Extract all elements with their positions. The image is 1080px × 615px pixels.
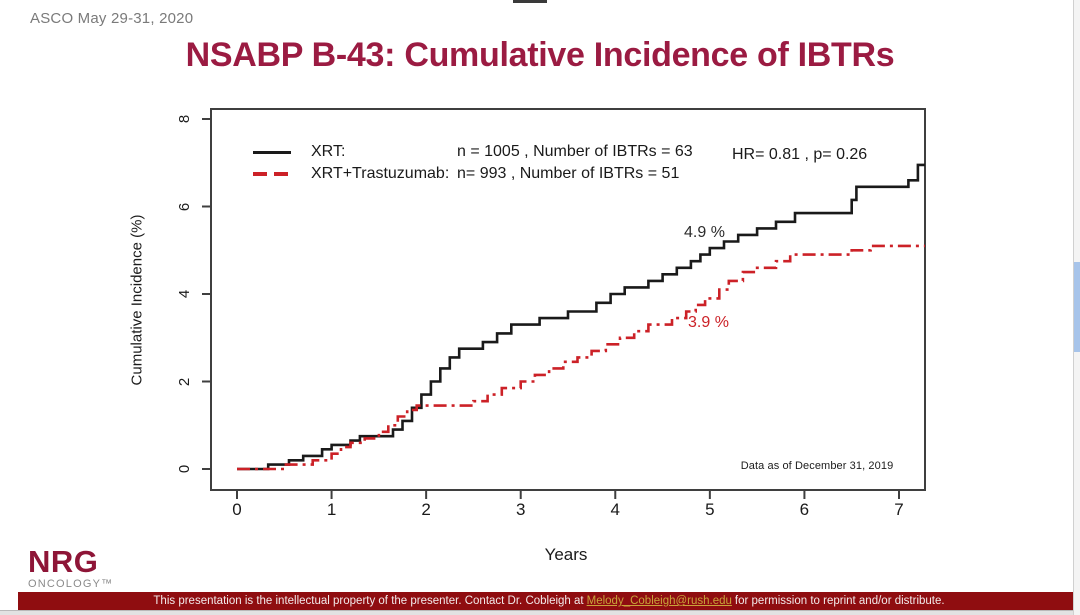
bottom-strip — [0, 610, 1080, 615]
legend-row-xrt: XRT: n = 1005 , Number of IBTRs = 63 — [253, 141, 693, 163]
event-note: ASCO May 29-31, 2020 — [30, 10, 194, 27]
top-edge-mark — [513, 0, 547, 3]
logo-subtitle: ONCOLOGY™ — [28, 578, 114, 590]
data-cutoff-note: Data as of December 31, 2019 — [740, 460, 894, 472]
x-tick-label: 3 — [515, 500, 526, 519]
y-tick-label: 0 — [176, 464, 193, 474]
x-tick-label: 1 — [326, 500, 337, 519]
page-title: NSABP B-43: Cumulative Incidence of IBTR… — [185, 36, 895, 74]
annotation-trastuzumab-percent: 3.9 % — [688, 314, 729, 331]
xrt-trastuzumab-line-sample — [253, 172, 291, 176]
y-tick-label: 6 — [176, 202, 193, 211]
footer-text-after: for permission to reprint and/or distrib… — [734, 595, 945, 607]
annotation-xrt-percent: 4.9 % — [684, 224, 725, 241]
xrt-line-sample — [253, 150, 291, 154]
x-tick-label: 2 — [421, 500, 431, 519]
x-tick-label: 6 — [799, 500, 810, 519]
curve-xrt — [237, 163, 925, 471]
contact-email-link[interactable]: Melody_Cobleigh@rush.edu — [586, 595, 732, 607]
legend-stats: n = 1005 , Number of IBTRs = 63 — [457, 143, 693, 160]
footer-text-before: This presentation is the intellectual pr… — [153, 595, 584, 607]
chart-legend: XRT: n = 1005 , Number of IBTRs = 63 XRT… — [253, 141, 693, 185]
y-tick-label: 4 — [176, 289, 193, 299]
legend-label: XRT: — [311, 143, 346, 160]
x-tick-label: 7 — [894, 500, 904, 519]
nrg-oncology-logo: NRG ONCOLOGY™ — [28, 546, 113, 590]
logo-name: NRG — [28, 544, 99, 579]
y-axis-label: Cumulative Incidence (%) — [128, 214, 146, 386]
legend-stats: n= 993 , Number of IBTRs = 51 — [457, 165, 680, 182]
x-axis-label: Years — [544, 545, 588, 564]
x-tick-label: 5 — [705, 500, 715, 519]
y-tick-label: 8 — [176, 114, 193, 124]
legend-label: XRT+Trastuzumab: — [311, 165, 450, 182]
plot-border — [210, 108, 926, 491]
x-tick-label: 0 — [232, 500, 242, 519]
scrollbar-thumb[interactable] — [1074, 262, 1080, 352]
curve-xrt-trastuzumab — [237, 244, 925, 471]
y-tick-label: 2 — [176, 377, 193, 386]
hazard-ratio-text: HR= 0.81 , p= 0.26 — [732, 146, 868, 163]
x-tick-label: 4 — [610, 500, 620, 519]
legend-row-xrt-trastuzumab: XRT+Trastuzumab: n= 993 , Number of IBTR… — [253, 163, 693, 185]
scrollbar-track[interactable] — [1073, 0, 1080, 615]
copyright-footer: This presentation is the intellectual pr… — [18, 592, 1080, 610]
